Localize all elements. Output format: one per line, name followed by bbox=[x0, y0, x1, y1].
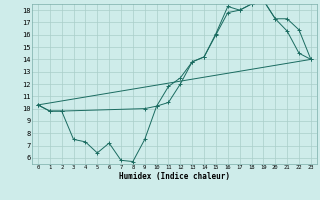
X-axis label: Humidex (Indice chaleur): Humidex (Indice chaleur) bbox=[119, 172, 230, 181]
